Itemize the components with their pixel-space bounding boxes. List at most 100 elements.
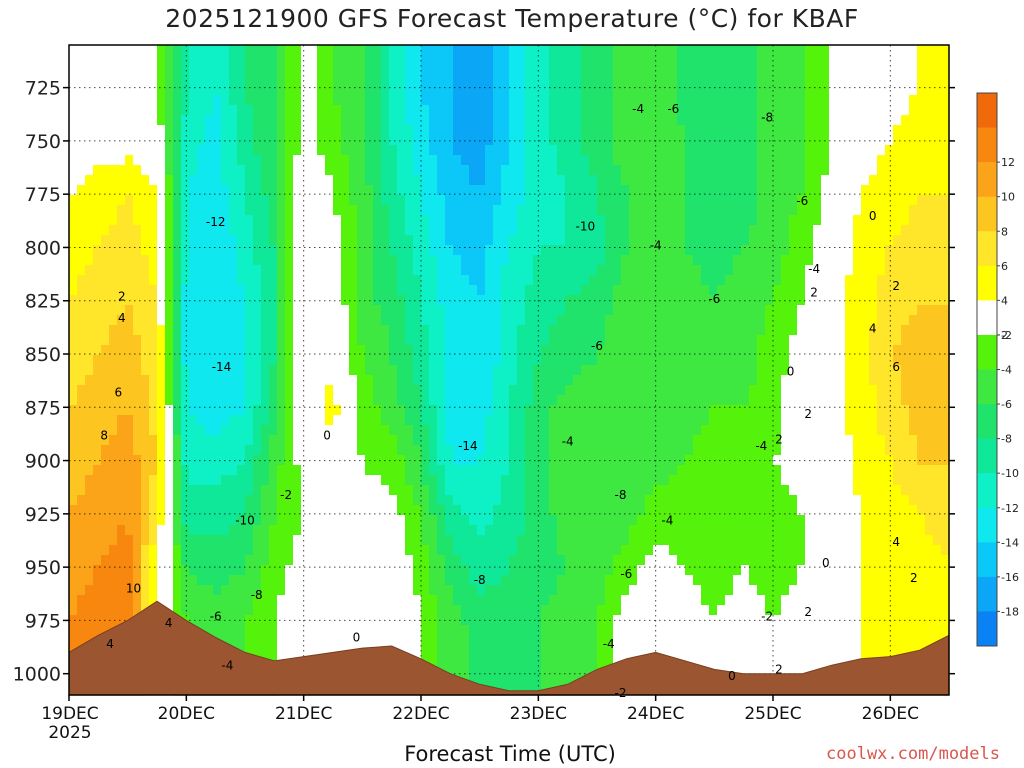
heatmap-cell bbox=[501, 85, 510, 96]
heatmap-cell bbox=[381, 265, 390, 276]
heatmap-cell bbox=[125, 465, 134, 476]
heatmap-cell bbox=[349, 235, 358, 246]
heatmap-cell bbox=[293, 435, 302, 446]
heatmap-cell bbox=[229, 305, 238, 316]
heatmap-cell bbox=[413, 255, 422, 266]
heatmap-cell bbox=[509, 205, 518, 216]
heatmap-cell bbox=[77, 235, 86, 246]
heatmap-cell bbox=[325, 185, 334, 196]
heatmap-cell bbox=[493, 135, 502, 146]
heatmap-cell bbox=[245, 175, 254, 186]
heatmap-cell bbox=[381, 215, 390, 226]
heatmap-cell bbox=[477, 375, 486, 386]
heatmap-cell bbox=[437, 405, 446, 416]
heatmap-cell bbox=[429, 85, 438, 96]
heatmap-cell bbox=[85, 285, 94, 296]
heatmap-cell bbox=[509, 365, 518, 376]
heatmap-cell bbox=[629, 455, 638, 466]
heatmap-cell bbox=[293, 615, 302, 626]
heatmap-cell bbox=[333, 415, 342, 426]
heatmap-cell bbox=[253, 145, 262, 156]
heatmap-cell bbox=[205, 325, 214, 336]
heatmap-cell bbox=[261, 265, 270, 276]
heatmap-cell bbox=[469, 195, 478, 206]
heatmap-cell bbox=[85, 255, 94, 266]
heatmap-cell bbox=[565, 205, 574, 216]
heatmap-cell bbox=[253, 65, 262, 76]
heatmap-cell bbox=[653, 605, 662, 616]
heatmap-cell bbox=[189, 445, 198, 456]
heatmap-cell bbox=[333, 205, 342, 216]
heatmap-cell bbox=[485, 515, 494, 526]
heatmap-cell bbox=[605, 575, 614, 586]
heatmap-cell bbox=[613, 75, 622, 86]
heatmap-cell bbox=[109, 215, 118, 226]
heatmap-cell bbox=[221, 635, 230, 646]
heatmap-cell bbox=[421, 365, 430, 376]
heatmap-cell bbox=[533, 155, 542, 166]
heatmap-cell bbox=[645, 195, 654, 206]
heatmap-cell bbox=[301, 335, 310, 346]
heatmap-cell bbox=[437, 585, 446, 596]
heatmap-cell bbox=[341, 575, 350, 586]
heatmap-cell bbox=[421, 645, 430, 656]
heatmap-cell bbox=[117, 85, 126, 96]
heatmap-cell bbox=[245, 195, 254, 206]
heatmap-cell bbox=[389, 475, 398, 486]
heatmap-cell bbox=[589, 155, 598, 166]
heatmap-cell bbox=[365, 405, 374, 416]
heatmap-cell bbox=[325, 515, 334, 526]
heatmap-cell bbox=[645, 355, 654, 366]
heatmap-cell bbox=[357, 115, 366, 126]
heatmap-cell bbox=[277, 635, 286, 646]
heatmap-cell bbox=[141, 45, 150, 56]
heatmap-cell bbox=[69, 165, 78, 176]
heatmap-cell bbox=[453, 125, 462, 136]
heatmap-cell bbox=[317, 495, 326, 506]
heatmap-cell bbox=[557, 265, 566, 276]
heatmap-cell bbox=[597, 385, 606, 396]
heatmap-cell bbox=[677, 225, 686, 236]
heatmap-cell bbox=[589, 315, 598, 326]
heatmap-cell bbox=[517, 445, 526, 456]
heatmap-cell bbox=[197, 475, 206, 486]
heatmap-cell bbox=[581, 145, 590, 156]
heatmap-cell bbox=[93, 115, 102, 126]
heatmap-cell bbox=[293, 495, 302, 506]
heatmap-cell bbox=[661, 555, 670, 566]
heatmap-cell bbox=[117, 265, 126, 276]
heatmap-cell bbox=[253, 55, 262, 66]
heatmap-cell bbox=[549, 605, 558, 616]
heatmap-cell bbox=[165, 565, 174, 576]
heatmap-cell bbox=[461, 55, 470, 66]
heatmap-cell bbox=[253, 645, 262, 656]
heatmap-cell bbox=[317, 235, 326, 246]
heatmap-cell bbox=[141, 385, 150, 396]
heatmap-cell bbox=[237, 95, 246, 106]
heatmap-cell bbox=[573, 295, 582, 306]
heatmap-cell bbox=[405, 265, 414, 276]
heatmap-cell bbox=[173, 375, 182, 386]
heatmap-cell bbox=[125, 355, 134, 366]
heatmap-cell bbox=[549, 435, 558, 446]
heatmap-cell bbox=[357, 595, 366, 606]
heatmap-cell bbox=[317, 415, 326, 426]
heatmap-cell bbox=[533, 355, 542, 366]
heatmap-cell bbox=[101, 355, 110, 366]
heatmap-cell bbox=[373, 385, 382, 396]
heatmap-cell bbox=[533, 605, 542, 616]
heatmap-cell bbox=[509, 545, 518, 556]
heatmap-cell bbox=[357, 325, 366, 336]
heatmap-cell bbox=[581, 275, 590, 286]
heatmap-cell bbox=[653, 395, 662, 406]
heatmap-cell bbox=[461, 545, 470, 556]
heatmap-cell bbox=[277, 505, 286, 516]
heatmap-cell bbox=[325, 585, 334, 596]
heatmap-cell bbox=[117, 545, 126, 556]
heatmap-cell bbox=[349, 425, 358, 436]
heatmap-cell bbox=[293, 95, 302, 106]
heatmap-cell bbox=[357, 525, 366, 536]
heatmap-cell bbox=[453, 595, 462, 606]
heatmap-cell bbox=[349, 315, 358, 326]
heatmap-cell bbox=[429, 285, 438, 296]
